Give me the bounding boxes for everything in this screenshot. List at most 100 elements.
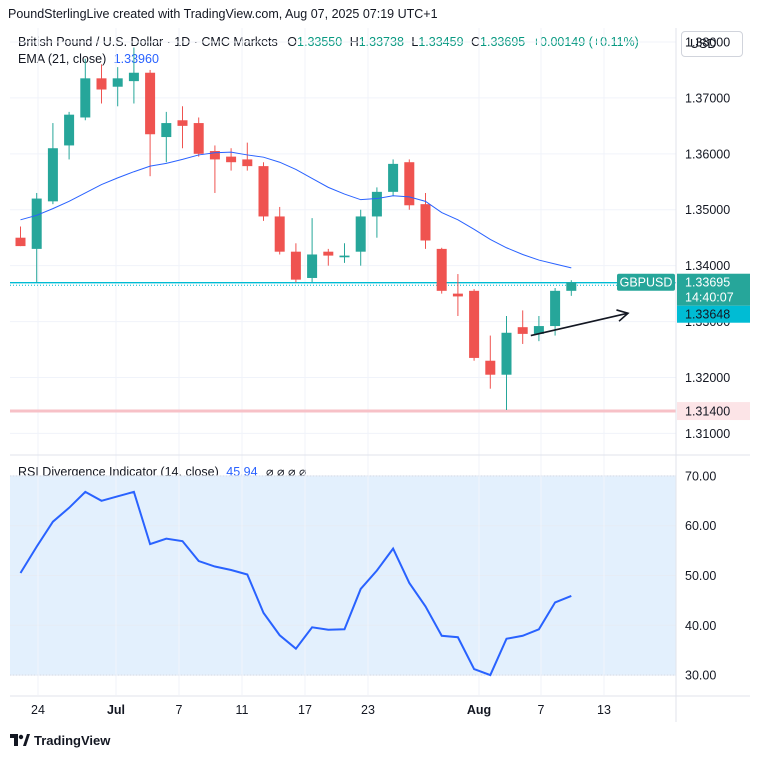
candle-25 xyxy=(420,192,431,249)
last-price-badge: 1.33695 xyxy=(685,276,730,290)
candle-13 xyxy=(226,148,237,171)
candle-body-23 xyxy=(388,163,399,192)
candle-12 xyxy=(209,145,220,193)
time-tick-label: 17 xyxy=(298,703,312,717)
candle-body-11 xyxy=(193,123,204,154)
candle-body-28 xyxy=(469,290,480,358)
time-tick-label: 11 xyxy=(236,703,249,717)
candle-body-20 xyxy=(339,255,350,258)
candle-body-22 xyxy=(371,191,382,217)
tradingview-logo[interactable]: TradingView xyxy=(10,733,110,749)
candle-body-6 xyxy=(112,78,123,87)
candle-body-24 xyxy=(404,162,415,206)
candle-body-7 xyxy=(128,72,139,82)
candle-body-30 xyxy=(501,332,512,375)
candle-body-29 xyxy=(485,360,496,375)
candle-body-18 xyxy=(307,254,318,278)
candle-10 xyxy=(177,106,188,149)
rsi-tick-label: 70.00 xyxy=(685,469,716,483)
candle-26 xyxy=(436,247,447,294)
candle-28 xyxy=(469,289,480,361)
candle-27 xyxy=(452,274,463,316)
last-price-badge-bg xyxy=(677,273,750,306)
candle-body-31 xyxy=(517,327,528,334)
candle-body-8 xyxy=(145,72,156,135)
candle-body-9 xyxy=(161,123,172,138)
candle-4 xyxy=(80,58,91,121)
time-tick-label: 24 xyxy=(31,703,45,717)
candle-14 xyxy=(242,142,253,171)
ema-line xyxy=(20,151,572,269)
candle-body-32 xyxy=(533,326,544,334)
candle-body-12 xyxy=(209,151,220,160)
ema-label: EMA (21, close) xyxy=(18,52,107,66)
candle-29 xyxy=(485,335,496,389)
time-tick-label: Jul xyxy=(107,703,125,717)
candle-23 xyxy=(388,159,399,196)
candle-1 xyxy=(31,192,42,283)
candle-22 xyxy=(371,187,382,238)
candle-body-10 xyxy=(177,120,188,126)
candle-body-19 xyxy=(323,251,334,256)
rsi-tick-label: 50.00 xyxy=(685,569,716,583)
candle-15 xyxy=(258,162,269,221)
candle-6 xyxy=(112,67,123,107)
rsi-line xyxy=(19,490,572,677)
candle-16 xyxy=(274,206,285,255)
candle-9 xyxy=(161,111,172,163)
candle-34 xyxy=(566,280,577,296)
candle-3 xyxy=(64,111,75,160)
candle-body-3 xyxy=(64,114,75,146)
candle-20 xyxy=(339,243,350,263)
currency-button[interactable]: USD xyxy=(681,31,743,57)
candle-body-5 xyxy=(96,78,107,90)
price-tick-label: 1.38000 xyxy=(685,35,730,49)
candle-body-13 xyxy=(226,156,237,163)
annotation-arrow xyxy=(530,309,630,337)
price-tick-label: 1.32000 xyxy=(685,371,730,385)
price-tick-label: 1.34000 xyxy=(685,259,730,273)
symbol-tag-bg xyxy=(617,273,675,291)
support-badge: 1.31400 xyxy=(685,405,730,419)
rsi-tick-label: 40.00 xyxy=(685,619,716,633)
candle-body-4 xyxy=(80,78,91,118)
time-tick-label: 13 xyxy=(597,703,611,717)
candle-body-0 xyxy=(15,237,26,247)
candle-body-25 xyxy=(420,204,431,241)
candle-body-26 xyxy=(436,248,447,291)
candle-body-1 xyxy=(31,198,42,249)
time-tick-label: Aug xyxy=(467,703,491,717)
candle-11 xyxy=(193,117,204,157)
candle-17 xyxy=(290,243,301,283)
candle-5 xyxy=(96,64,107,104)
annotation-arrow-head xyxy=(616,309,630,322)
tradingview-brand: TradingView xyxy=(34,733,111,748)
candle-2 xyxy=(47,123,58,205)
candle-body-15 xyxy=(258,166,269,217)
candle-8 xyxy=(145,69,156,177)
rsi-tick-label: 60.00 xyxy=(685,519,716,533)
annotation-arrow-shaft xyxy=(530,312,629,337)
candle-0 xyxy=(15,226,26,247)
candle-21 xyxy=(355,209,366,266)
candle-body-2 xyxy=(47,148,58,202)
candle-24 xyxy=(404,159,415,210)
candle-body-34 xyxy=(566,282,577,291)
symbol-tag: GBPUSD xyxy=(620,276,673,290)
ema-legend: EMA (21, close) 1.33960 xyxy=(18,52,159,66)
time-tick-label: 7 xyxy=(538,703,545,717)
candle-body-21 xyxy=(355,216,366,252)
prev-price-badge-bg xyxy=(677,305,750,323)
price-tick-label: 1.37000 xyxy=(685,91,730,105)
ema-value: 1.33960 xyxy=(113,52,159,66)
candle-body-14 xyxy=(242,159,253,167)
candle-body-27 xyxy=(452,293,463,297)
candle-body-17 xyxy=(290,251,301,280)
candle-7 xyxy=(128,47,139,104)
rsi-tick-label: 30.00 xyxy=(685,669,716,683)
chart-header: PoundSterlingLive created with TradingVi… xyxy=(8,7,438,21)
support-badge-bg xyxy=(677,402,750,421)
candle-31 xyxy=(517,310,528,344)
price-tick-label: 1.35000 xyxy=(685,203,730,217)
